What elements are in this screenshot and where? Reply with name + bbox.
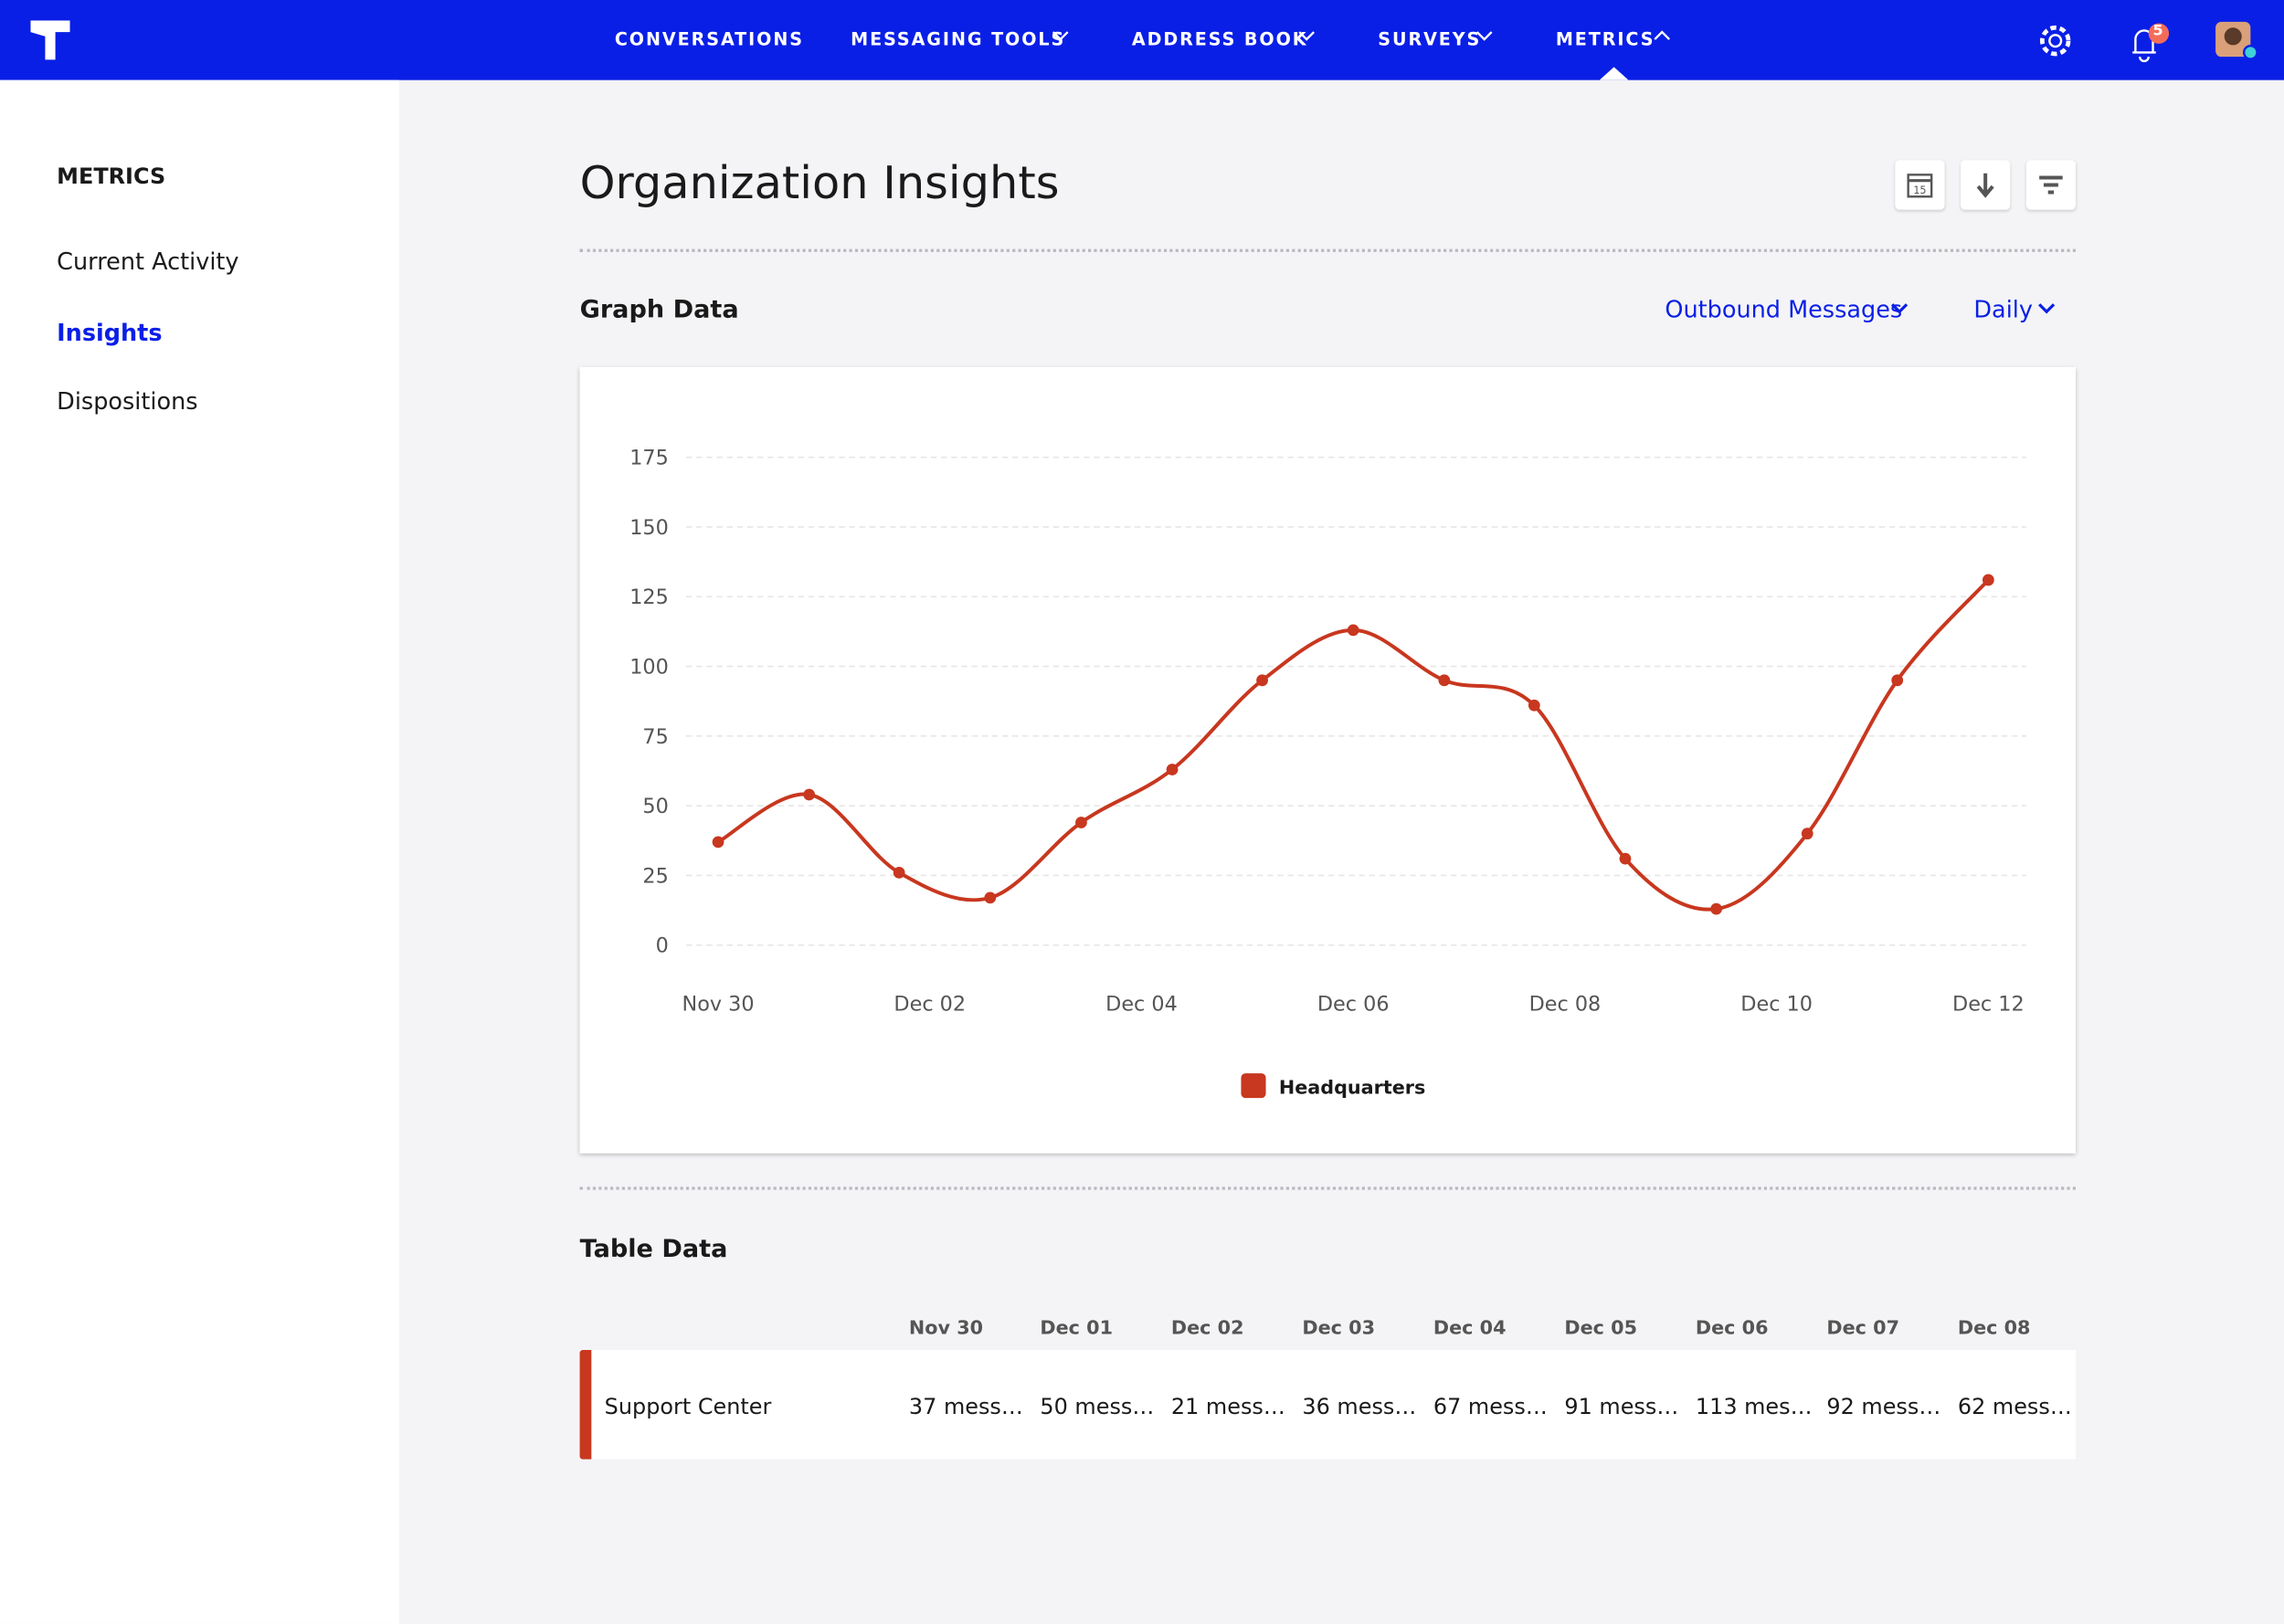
data-point (1438, 674, 1451, 687)
y-tick-label: 25 (642, 864, 668, 888)
sidebar-link[interactable]: Current Activity (57, 248, 239, 276)
y-tick-label: 125 (629, 585, 669, 609)
nav-item[interactable]: SURVEYS (1378, 28, 1482, 50)
nav-item[interactable]: ADDRESS BOOK (1131, 28, 1308, 50)
column-header: Dec 02 (1170, 1317, 1244, 1340)
table-cell: 50 mess… (1040, 1393, 1155, 1420)
data-point (712, 836, 724, 849)
legend-swatch (1241, 1073, 1266, 1099)
column-header: Dec 07 (1826, 1317, 1899, 1340)
column-header: Dec 05 (1564, 1317, 1638, 1340)
table-cell: 36 mess… (1302, 1393, 1417, 1420)
column-header: Nov 30 (908, 1317, 984, 1340)
sidebar-link[interactable]: Insights (57, 319, 163, 347)
x-tick-label: Dec 08 (1529, 993, 1602, 1017)
data-point (1982, 574, 1994, 586)
y-tick-label: 75 (642, 725, 668, 749)
data-point (1075, 817, 1087, 828)
chart-card: 0 25 50 75 100 125 150 175 Nov 30 Dec 02 Dec 04 Dec… (579, 366, 2077, 1154)
legend-label: Headquarters (1279, 1076, 1425, 1098)
sidebar-heading: METRICS (57, 163, 166, 190)
top-nav: CONVERSATIONS MESSAGING TOOLS ADDRESS BO… (0, 0, 2284, 80)
table-cell: 37 mess… (908, 1393, 1023, 1420)
download-button[interactable] (1961, 160, 2011, 210)
x-tick-label: Dec 04 (1105, 993, 1178, 1017)
table-cell: 92 mess… (1826, 1393, 1941, 1420)
filter-button[interactable] (2025, 160, 2077, 210)
row-accent (579, 1350, 592, 1460)
table-row (579, 1350, 2077, 1460)
data-point (1347, 624, 1359, 637)
column-header: Dec 01 (1040, 1317, 1114, 1340)
y-tick-label: 175 (629, 447, 669, 470)
data-point (1619, 852, 1632, 865)
sidebar-link[interactable]: Dispositions (57, 387, 198, 416)
calendar-button[interactable]: 15 (1895, 160, 1945, 210)
nav-item[interactable]: MESSAGING TOOLS (851, 28, 1066, 50)
x-tick-label: Dec 06 (1317, 993, 1390, 1017)
sidebar: METRICS Current Activity Insights Dispos… (0, 79, 399, 1624)
column-header: Dec 03 (1302, 1317, 1376, 1340)
y-tick-label: 100 (629, 656, 669, 680)
section-heading: Graph Data (579, 295, 739, 325)
data-point (1710, 902, 1722, 915)
column-header: Dec 04 (1433, 1317, 1507, 1340)
svg-text:15: 15 (1913, 185, 1926, 196)
data-point (893, 867, 905, 879)
data-point (984, 891, 997, 904)
column-header: Dec 08 (1957, 1317, 2031, 1340)
nav-decor (1052, 21, 2258, 80)
x-tick-label: Dec 10 (1740, 993, 1813, 1017)
x-tick-label: Nov 30 (682, 993, 755, 1017)
y-tick-label: 150 (629, 516, 669, 540)
section-heading: Table Data (579, 1235, 728, 1264)
column-header: Dec 06 (1695, 1317, 1769, 1340)
x-tick-label: Dec 12 (1952, 993, 2025, 1017)
interval-dropdown[interactable]: Daily (1973, 295, 2033, 323)
x-tick-label: Dec 02 (894, 993, 966, 1017)
data-point (1256, 674, 1268, 687)
notification-count: 5 (2152, 23, 2163, 40)
table-cell: 21 mess… (1170, 1393, 1285, 1420)
row-label: Support Center (604, 1393, 772, 1420)
data-point (1891, 674, 1904, 687)
table-cell: 62 mess… (1957, 1393, 2072, 1420)
dropdown-chevrons (1890, 303, 2056, 314)
nav-item[interactable]: CONVERSATIONS (614, 28, 804, 50)
page-title: Organization Insights (579, 157, 1060, 210)
nav-item[interactable]: METRICS (1555, 28, 1655, 50)
table-cell: 113 mes… (1695, 1393, 1813, 1420)
y-tick-label: 0 (656, 934, 669, 958)
logo[interactable] (30, 20, 71, 61)
divider (579, 248, 2077, 252)
data-point (1166, 764, 1179, 775)
data-point (803, 788, 816, 801)
metric-dropdown[interactable]: Outbound Messages (1665, 295, 1903, 323)
data-point (1801, 828, 1813, 840)
y-tick-label: 50 (642, 795, 668, 818)
data-point (1528, 699, 1540, 712)
table-cell: 91 mess… (1564, 1393, 1679, 1420)
chart: 0 25 50 75 100 125 150 175 Nov 30 Dec 02 Dec 04 Dec… (629, 447, 2026, 1099)
divider (579, 1186, 2077, 1190)
table-cell: 67 mess… (1433, 1393, 1548, 1420)
